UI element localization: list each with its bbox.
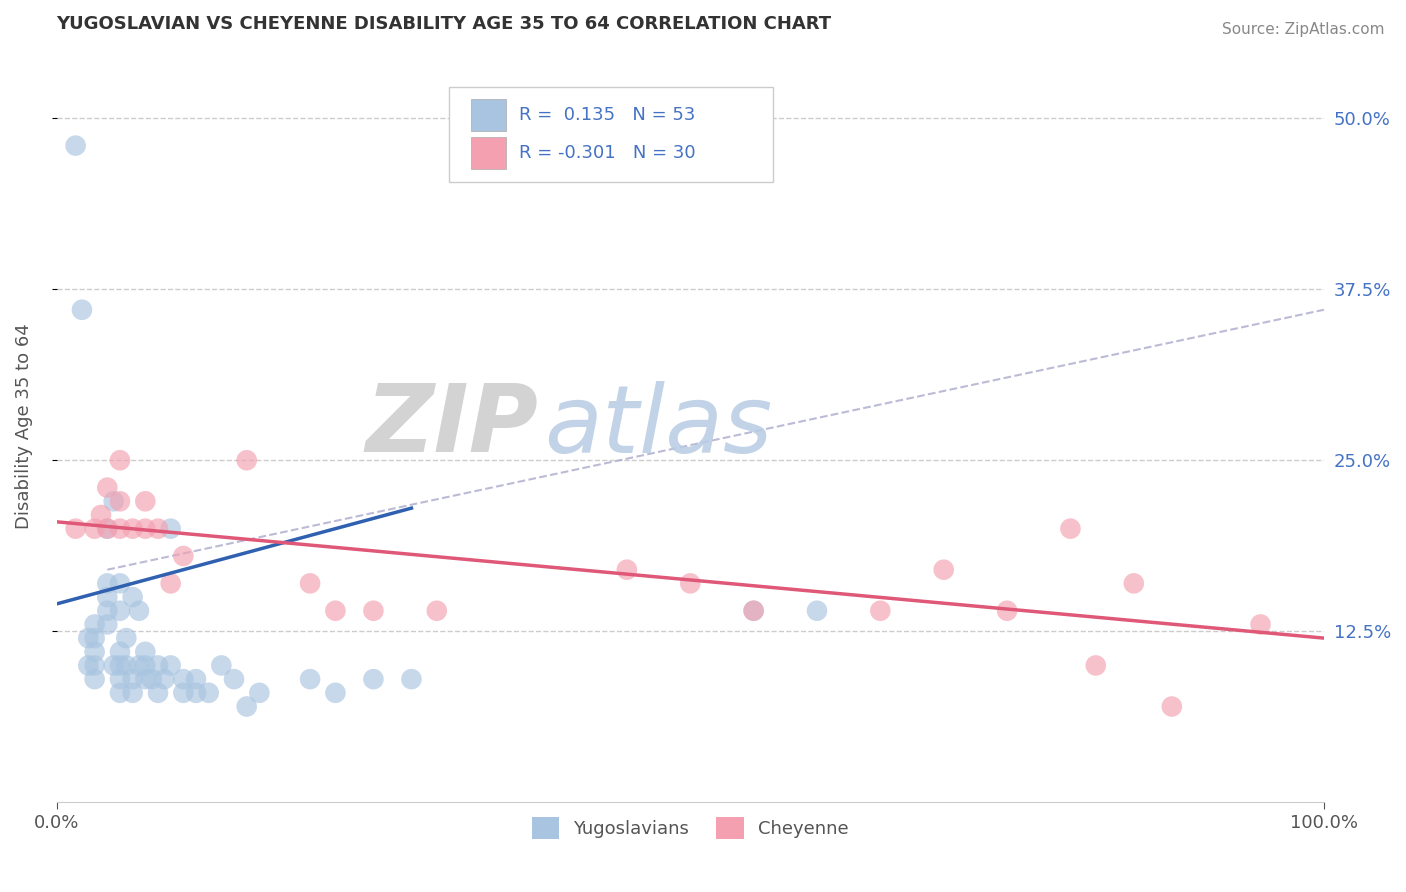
- Text: ZIP: ZIP: [366, 380, 538, 472]
- Point: [134, 494, 156, 508]
- Point: [299, 576, 322, 591]
- FancyBboxPatch shape: [471, 100, 506, 131]
- Point: [83, 672, 105, 686]
- Point: [103, 658, 125, 673]
- Point: [121, 672, 143, 686]
- Point: [184, 686, 207, 700]
- Point: [108, 645, 131, 659]
- Point: [70, 302, 93, 317]
- Text: atlas: atlas: [544, 381, 773, 472]
- Point: [128, 604, 150, 618]
- Point: [96, 522, 118, 536]
- Point: [115, 631, 138, 645]
- Point: [103, 494, 125, 508]
- Point: [159, 576, 181, 591]
- Point: [108, 658, 131, 673]
- Point: [83, 658, 105, 673]
- Point: [172, 686, 194, 700]
- Point: [325, 604, 347, 618]
- Point: [679, 576, 702, 591]
- Point: [159, 658, 181, 673]
- Point: [869, 604, 891, 618]
- Y-axis label: Disability Age 35 to 64: Disability Age 35 to 64: [15, 323, 32, 529]
- Point: [121, 590, 143, 604]
- Point: [172, 549, 194, 563]
- Point: [146, 686, 169, 700]
- Point: [121, 686, 143, 700]
- Point: [146, 522, 169, 536]
- Point: [209, 658, 232, 673]
- Text: Source: ZipAtlas.com: Source: ZipAtlas.com: [1222, 22, 1385, 37]
- Point: [159, 522, 181, 536]
- Legend: Yugoslavians, Cheyenne: Yugoslavians, Cheyenne: [524, 809, 856, 846]
- Point: [115, 658, 138, 673]
- Point: [90, 508, 112, 522]
- Point: [172, 672, 194, 686]
- Text: R = -0.301   N = 30: R = -0.301 N = 30: [519, 144, 696, 162]
- Point: [83, 631, 105, 645]
- Point: [363, 672, 385, 686]
- Point: [932, 563, 955, 577]
- Point: [121, 522, 143, 536]
- Point: [1059, 522, 1081, 536]
- Point: [742, 604, 765, 618]
- Point: [108, 604, 131, 618]
- Point: [83, 522, 105, 536]
- Point: [806, 604, 828, 618]
- Text: YUGOSLAVIAN VS CHEYENNE DISABILITY AGE 35 TO 64 CORRELATION CHART: YUGOSLAVIAN VS CHEYENNE DISABILITY AGE 3…: [56, 15, 832, 33]
- Point: [995, 604, 1018, 618]
- Point: [96, 576, 118, 591]
- Point: [83, 645, 105, 659]
- Point: [153, 672, 176, 686]
- Point: [134, 672, 156, 686]
- Point: [108, 522, 131, 536]
- Point: [401, 672, 423, 686]
- Point: [77, 658, 100, 673]
- Point: [363, 604, 385, 618]
- Point: [96, 481, 118, 495]
- FancyBboxPatch shape: [450, 87, 773, 181]
- Point: [96, 590, 118, 604]
- Point: [1160, 699, 1182, 714]
- Point: [141, 672, 163, 686]
- Point: [222, 672, 245, 686]
- FancyBboxPatch shape: [471, 137, 506, 169]
- Point: [742, 604, 765, 618]
- Point: [108, 686, 131, 700]
- Point: [235, 699, 257, 714]
- Point: [134, 522, 156, 536]
- Point: [1250, 617, 1272, 632]
- Point: [197, 686, 219, 700]
- Point: [146, 658, 169, 673]
- Point: [83, 617, 105, 632]
- Point: [247, 686, 270, 700]
- Point: [184, 672, 207, 686]
- Point: [235, 453, 257, 467]
- Point: [108, 494, 131, 508]
- Point: [1084, 658, 1107, 673]
- Point: [299, 672, 322, 686]
- Point: [108, 672, 131, 686]
- Point: [616, 563, 638, 577]
- Point: [96, 604, 118, 618]
- Point: [96, 522, 118, 536]
- Point: [325, 686, 347, 700]
- Point: [96, 617, 118, 632]
- Point: [426, 604, 449, 618]
- Text: R =  0.135   N = 53: R = 0.135 N = 53: [519, 106, 696, 124]
- Point: [128, 658, 150, 673]
- Point: [108, 453, 131, 467]
- Point: [134, 645, 156, 659]
- Point: [108, 576, 131, 591]
- Point: [134, 658, 156, 673]
- Point: [65, 138, 87, 153]
- Point: [77, 631, 100, 645]
- Point: [1122, 576, 1144, 591]
- Point: [65, 522, 87, 536]
